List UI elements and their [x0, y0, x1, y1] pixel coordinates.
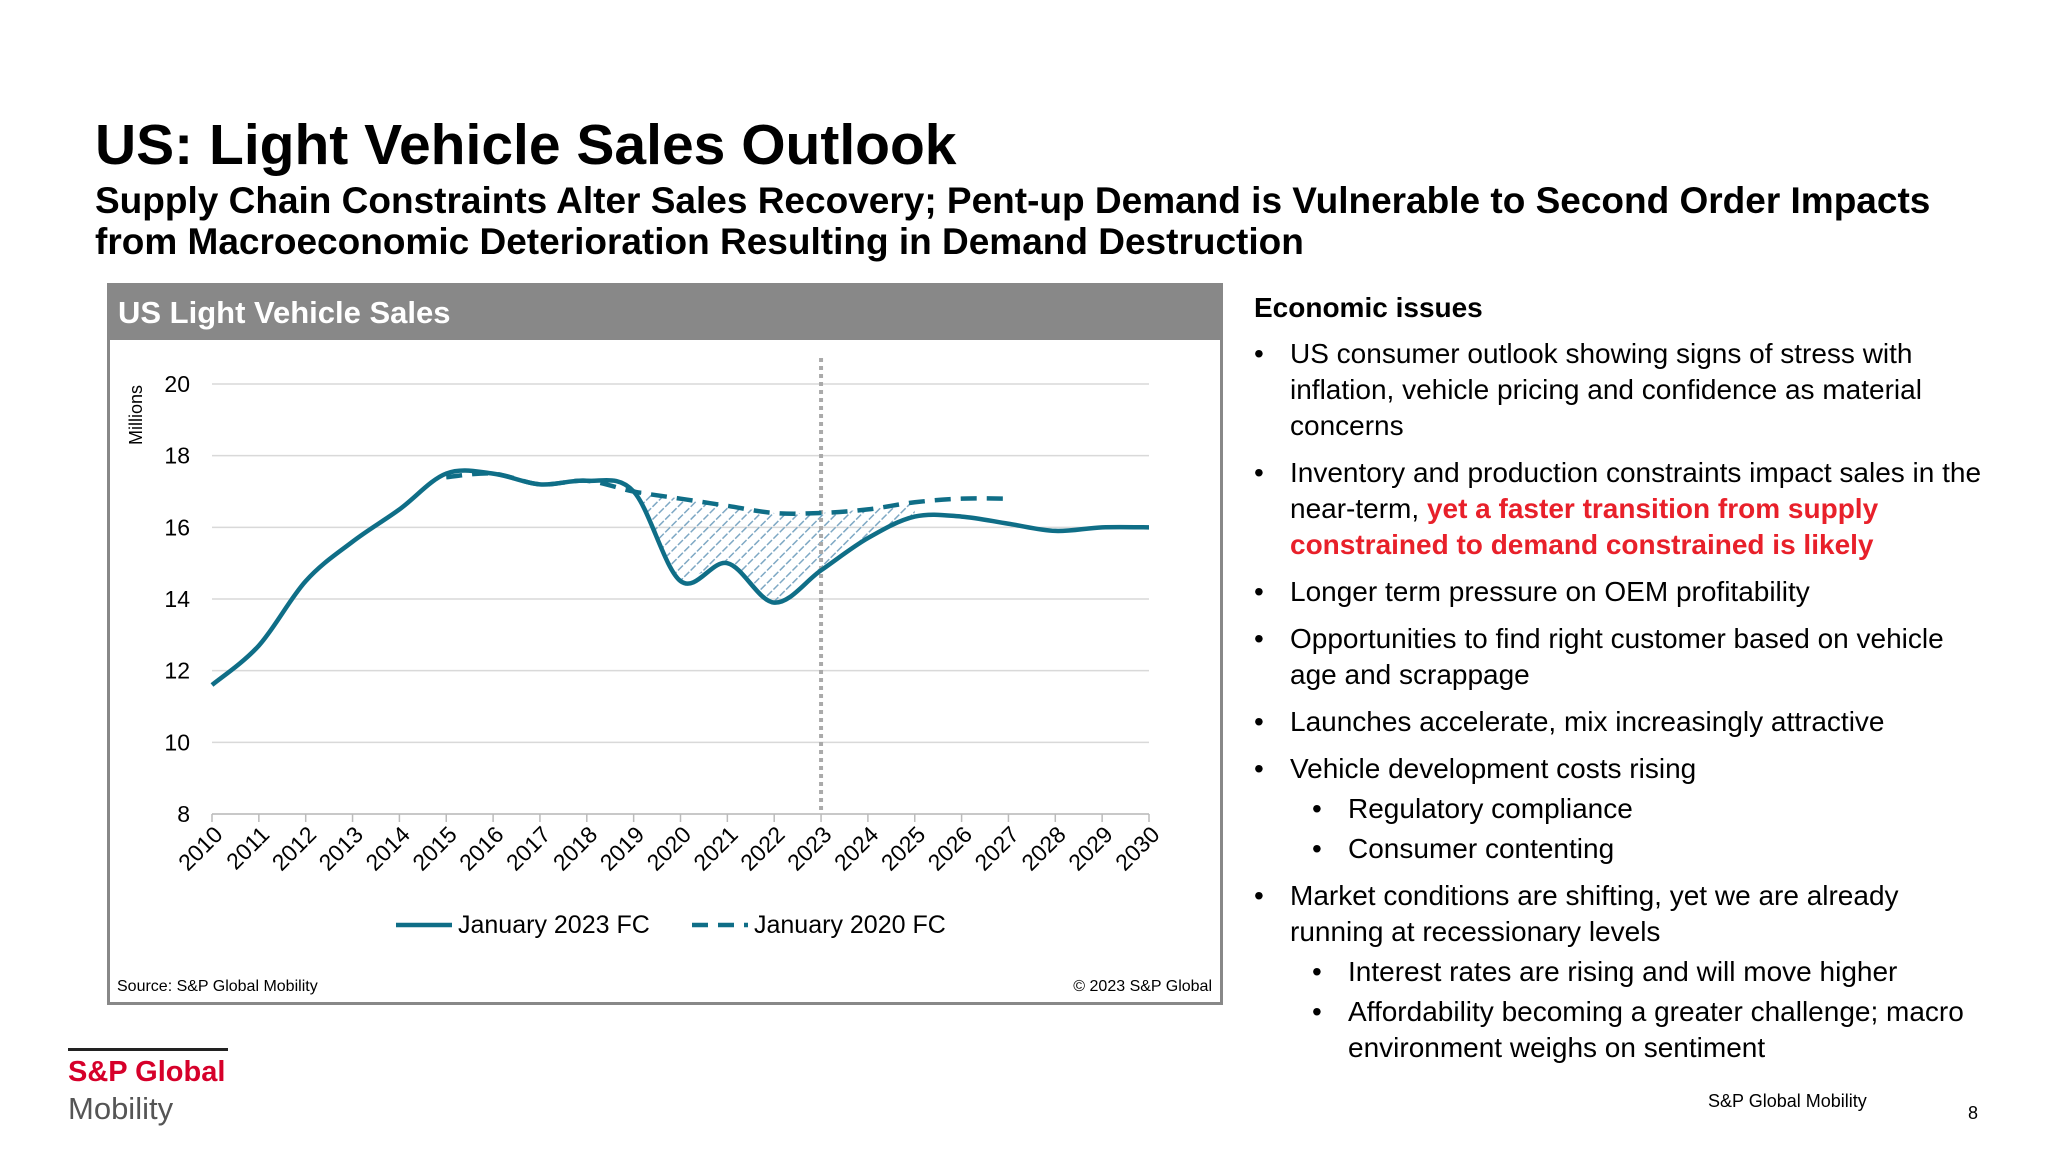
bullet: Inventory and production constraints imp… — [1254, 455, 1994, 563]
sub-bullet-text: Consumer contenting — [1348, 833, 1615, 864]
bullet-text: Inventory and production constraints imp… — [1290, 457, 1982, 524]
sub-bullet: Consumer contenting — [1290, 831, 1994, 867]
y-tick-label: 12 — [164, 658, 190, 684]
y-axis-label: Millions — [126, 385, 146, 445]
sub-bullet: Regulatory compliance — [1290, 791, 1994, 827]
copyright: © 2023 S&P Global — [1073, 978, 1212, 995]
chart: US Light Vehicle Sales Millions Source: … — [107, 283, 1223, 1005]
bullet-text: Longer term pressure on OEM profitabilit… — [1290, 576, 1810, 607]
bullet: Market conditions are shifting, yet we a… — [1254, 878, 1994, 1066]
bullet-text: US consumer outlook showing signs of str… — [1290, 338, 1922, 441]
sub-bullet-text: Regulatory compliance — [1348, 793, 1633, 824]
gap-area — [633, 491, 915, 603]
bullet: Longer term pressure on OEM profitabilit… — [1254, 574, 1994, 610]
notes: Economic issues US consumer outlook showi… — [1254, 290, 1994, 1077]
y-tick-label: 10 — [164, 729, 190, 755]
y-tick-label: 8 — [177, 801, 190, 827]
bullet-text: Vehicle development costs rising — [1290, 753, 1697, 784]
notes-heading: Economic issues — [1254, 292, 1483, 323]
sub-bullet: Affordability becoming a greater challen… — [1290, 994, 1994, 1066]
logo-rule — [68, 1048, 228, 1051]
y-tick-label: 16 — [164, 514, 190, 540]
bullet-text: Opportunities to find right customer bas… — [1290, 623, 1944, 690]
sub-bullet: Interest rates are rising and will move … — [1290, 954, 1994, 990]
series-line — [446, 471, 1009, 516]
y-tick-label: 18 — [164, 443, 190, 469]
legend-label: January 2023 FC — [458, 911, 650, 939]
bullet: Launches accelerate, mix increasingly at… — [1254, 704, 1994, 740]
series-line — [210, 468, 1150, 687]
bullet-highlight: yet a faster transition from supply cons… — [1290, 493, 1879, 560]
y-tick-label: 20 — [164, 371, 190, 397]
chart-title: US Light Vehicle Sales — [118, 295, 451, 330]
sub-bullet-text: Affordability becoming a greater challen… — [1348, 996, 1964, 1063]
bullet-text: Market conditions are shifting, yet we a… — [1290, 880, 1899, 947]
bullet: Opportunities to find right customer bas… — [1254, 621, 1994, 693]
y-tick-label: 14 — [164, 586, 190, 612]
bullet-text: Launches accelerate, mix increasingly at… — [1290, 706, 1885, 737]
logo-sub: Mobility — [68, 1091, 174, 1126]
footer-brand: S&P Global Mobility — [1708, 1091, 1867, 1111]
source: Source: S&P Global Mobility — [117, 978, 318, 995]
bullet: Vehicle development costs rising Regulato… — [1254, 751, 1994, 867]
page-number: 8 — [1968, 1103, 1979, 1123]
logo: S&P Global — [68, 1056, 226, 1088]
slide-subtitle: Supply Chain Constraints Alter Sales Rec… — [95, 180, 1931, 262]
slide-title: US: Light Vehicle Sales Outlook — [95, 113, 957, 177]
bullet: US consumer outlook showing signs of str… — [1254, 336, 1994, 444]
sub-bullet-text: Interest rates are rising and will move … — [1348, 956, 1898, 987]
legend-label: January 2020 FC — [754, 911, 946, 939]
